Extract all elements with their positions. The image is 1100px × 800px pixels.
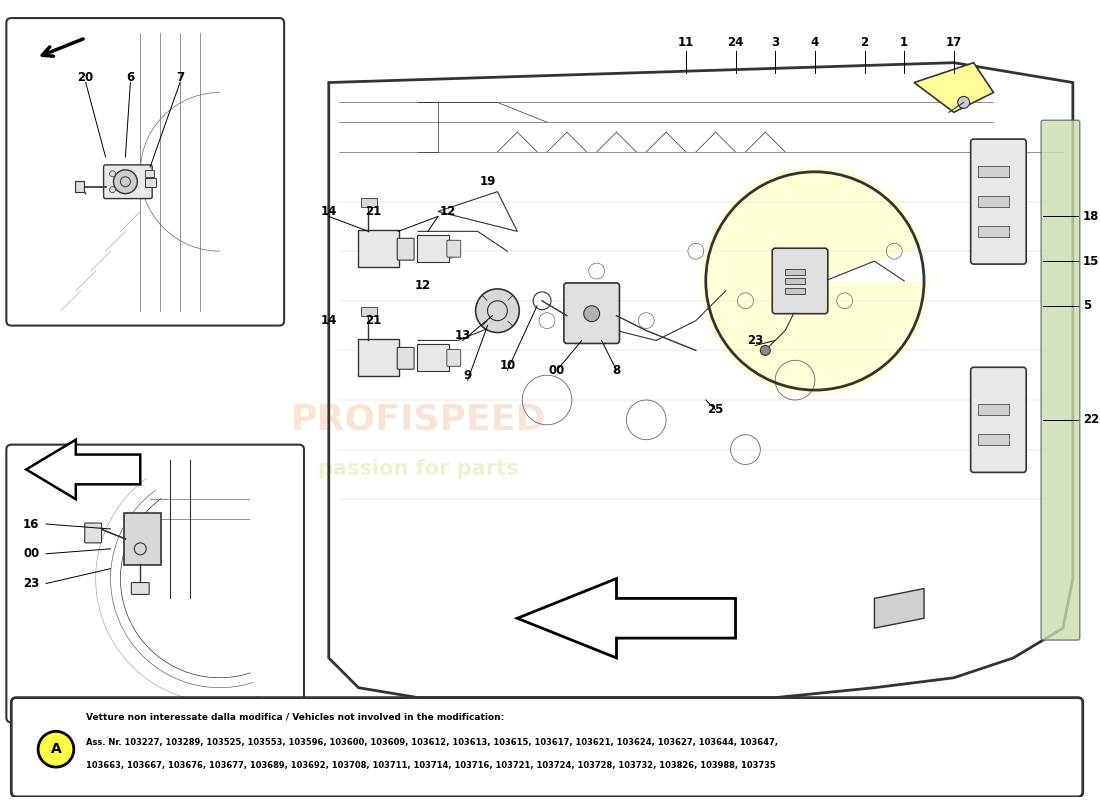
- Polygon shape: [517, 578, 736, 658]
- Text: Vetture non interessate dalla modifica / Vehicles not involved in the modificati: Vetture non interessate dalla modifica /…: [86, 713, 504, 722]
- FancyBboxPatch shape: [447, 350, 461, 366]
- Text: 6: 6: [126, 71, 134, 84]
- Text: passion for parts: passion for parts: [318, 459, 518, 479]
- FancyBboxPatch shape: [784, 288, 805, 294]
- FancyBboxPatch shape: [978, 196, 1009, 207]
- Circle shape: [958, 97, 970, 108]
- Text: 25: 25: [707, 403, 724, 417]
- FancyBboxPatch shape: [145, 170, 154, 178]
- FancyBboxPatch shape: [145, 178, 156, 187]
- Text: PROFISPEED: PROFISPEED: [290, 403, 546, 437]
- Text: 13: 13: [454, 329, 471, 342]
- Text: 19: 19: [480, 175, 496, 188]
- FancyBboxPatch shape: [397, 238, 414, 260]
- Text: 9: 9: [463, 369, 472, 382]
- Text: 1: 1: [900, 36, 909, 50]
- FancyBboxPatch shape: [103, 165, 152, 198]
- Polygon shape: [26, 440, 141, 499]
- Text: 00: 00: [549, 364, 565, 377]
- Circle shape: [113, 170, 138, 194]
- Text: 12: 12: [415, 279, 431, 293]
- Text: 10: 10: [499, 358, 516, 372]
- Circle shape: [475, 289, 519, 333]
- FancyBboxPatch shape: [358, 339, 399, 376]
- FancyBboxPatch shape: [978, 226, 1009, 237]
- Text: 23: 23: [23, 577, 40, 590]
- FancyBboxPatch shape: [447, 240, 461, 257]
- Text: 24: 24: [727, 36, 744, 50]
- Circle shape: [584, 306, 600, 322]
- Text: A: A: [51, 742, 62, 756]
- FancyBboxPatch shape: [784, 278, 805, 285]
- FancyBboxPatch shape: [11, 698, 1082, 797]
- FancyBboxPatch shape: [417, 345, 449, 371]
- FancyBboxPatch shape: [784, 269, 805, 274]
- FancyBboxPatch shape: [978, 405, 1009, 415]
- Text: 103663, 103667, 103676, 103677, 103689, 103692, 103708, 103711, 103714, 103716, : 103663, 103667, 103676, 103677, 103689, …: [86, 761, 776, 770]
- Text: 21: 21: [365, 314, 382, 327]
- Text: 16: 16: [23, 518, 40, 530]
- Text: 8: 8: [613, 364, 620, 377]
- Text: 3: 3: [771, 36, 779, 50]
- FancyBboxPatch shape: [7, 445, 304, 722]
- Circle shape: [760, 346, 770, 355]
- FancyBboxPatch shape: [1041, 120, 1080, 640]
- Text: 12: 12: [440, 205, 456, 218]
- Text: 00: 00: [23, 547, 40, 560]
- Text: 23: 23: [747, 334, 763, 347]
- Text: 22: 22: [1082, 414, 1099, 426]
- Text: Ass. Nr. 103227, 103289, 103525, 103553, 103596, 103600, 103609, 103612, 103613,: Ass. Nr. 103227, 103289, 103525, 103553,…: [86, 738, 778, 746]
- FancyBboxPatch shape: [772, 248, 828, 314]
- FancyBboxPatch shape: [397, 347, 414, 370]
- Text: 11: 11: [678, 36, 694, 50]
- Text: 17: 17: [946, 36, 961, 50]
- FancyBboxPatch shape: [361, 307, 377, 316]
- Circle shape: [39, 731, 74, 767]
- Polygon shape: [874, 589, 924, 628]
- Text: 5: 5: [1082, 299, 1091, 312]
- FancyBboxPatch shape: [978, 434, 1009, 445]
- FancyBboxPatch shape: [7, 18, 284, 326]
- Text: 4: 4: [811, 36, 819, 50]
- Text: 7: 7: [176, 71, 184, 84]
- Text: 18: 18: [1082, 210, 1099, 223]
- Text: 14: 14: [320, 314, 337, 327]
- Circle shape: [110, 186, 115, 193]
- FancyBboxPatch shape: [75, 182, 85, 192]
- Circle shape: [110, 171, 115, 177]
- FancyBboxPatch shape: [417, 235, 449, 262]
- Text: 21: 21: [365, 205, 382, 218]
- FancyBboxPatch shape: [358, 230, 399, 267]
- Text: 15: 15: [1082, 254, 1099, 268]
- FancyBboxPatch shape: [85, 523, 101, 543]
- FancyBboxPatch shape: [124, 513, 161, 565]
- FancyBboxPatch shape: [361, 198, 377, 207]
- FancyBboxPatch shape: [970, 139, 1026, 264]
- FancyBboxPatch shape: [970, 367, 1026, 473]
- Polygon shape: [701, 167, 930, 395]
- FancyBboxPatch shape: [131, 582, 150, 594]
- FancyBboxPatch shape: [978, 166, 1009, 178]
- FancyBboxPatch shape: [564, 283, 619, 343]
- Text: 20: 20: [78, 71, 94, 84]
- Text: 2: 2: [860, 36, 869, 50]
- Polygon shape: [914, 62, 993, 112]
- Text: 14: 14: [320, 205, 337, 218]
